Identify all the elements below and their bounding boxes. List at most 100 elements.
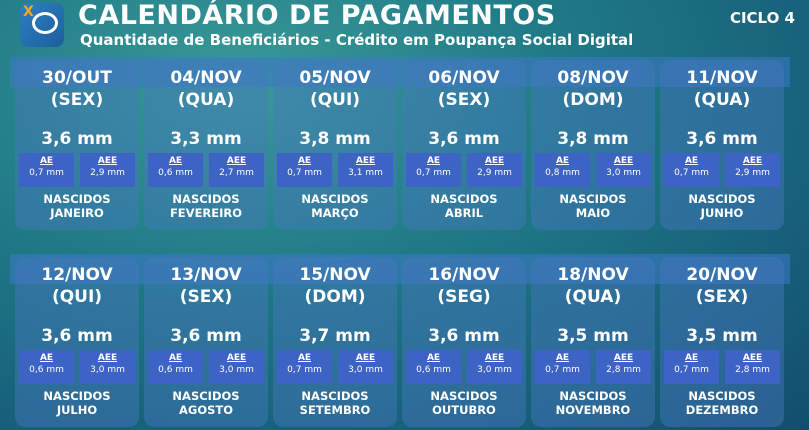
row-band [10, 57, 790, 87]
aee-label: AEE [97, 353, 118, 363]
payment-date: 16/NOV [428, 265, 500, 285]
aee-label: AEE [226, 353, 247, 363]
aee-value: 3,1 mm [348, 168, 383, 178]
payment-date: 12/NOV [41, 265, 113, 285]
aee-box: AEE 3,0 mm [209, 350, 264, 384]
birth-month: SETEMBRO [299, 403, 371, 417]
aee-box: AEE 3,0 mm [467, 350, 522, 384]
aee-label: AEE [613, 353, 634, 363]
aee-box: AEE 2,7 mm [209, 153, 264, 187]
weekday: (SEX) [50, 90, 104, 110]
ae-value: 0,6 mm [158, 168, 193, 178]
row-band [10, 254, 790, 284]
born-label: NASCIDOS [559, 192, 627, 206]
aee-box: AEE 2,8 mm [596, 350, 651, 384]
aee-value: 3,0 mm [606, 168, 641, 178]
payment-card: 08/NOV (DOM) 3,8 mm AE 0,8 mm AEE 3,0 mm N… [531, 60, 655, 230]
birth-month: AGOSTO [178, 403, 234, 417]
ae-label: AE [297, 156, 312, 166]
weekday: (SEG) [437, 287, 491, 307]
ae-box: AE 0,6 mm [148, 350, 203, 384]
ae-label: AE [168, 156, 183, 166]
logo-x-mark: X [23, 4, 34, 20]
aee-value: 3,0 mm [90, 365, 125, 375]
page-subtitle: Quantidade de Beneficiários - Crédito em… [80, 31, 634, 49]
weekday: (QUA) [177, 90, 235, 110]
aee-box: AEE 3,0 mm [596, 153, 651, 187]
total-beneficiaries: 3,5 mm [557, 326, 629, 346]
birth-month: JULHO [56, 403, 98, 417]
ae-label: AE [684, 353, 699, 363]
payment-card: 11/NOV (QUA) 3,6 mm AE 0,7 mm AEE 2,9 mm N… [660, 60, 784, 230]
aee-box: AEE 3,0 mm [80, 350, 135, 384]
payment-card: 16/NOV (SEG) 3,6 mm AE 0,6 mm AEE 3,0 mm N… [402, 257, 526, 427]
born-label: NASCIDOS [43, 192, 111, 206]
born-label: NASCIDOS [301, 389, 369, 403]
weekday: (QUA) [693, 90, 751, 110]
birth-month: JANEIRO [50, 206, 104, 220]
weekday: (DOM) [304, 287, 366, 307]
ae-label: AE [426, 353, 441, 363]
ae-value: 0,7 mm [545, 365, 580, 375]
aee-label: AEE [355, 156, 376, 166]
total-beneficiaries: 3,6 mm [41, 326, 113, 346]
born-label: NASCIDOS [688, 389, 756, 403]
aee-value: 3,0 mm [477, 365, 512, 375]
payment-date: 20/NOV [686, 265, 758, 285]
ae-label: AE [168, 353, 183, 363]
total-beneficiaries: 3,6 mm [428, 129, 500, 149]
page-title: CALENDÁRIO DE PAGAMENTOS [78, 0, 556, 31]
aee-value: 2,9 mm [477, 168, 512, 178]
aee-box: AEE 2,9 mm [80, 153, 135, 187]
aee-box: AEE 2,9 mm [725, 153, 780, 187]
ae-box: AE 0,7 mm [406, 153, 461, 187]
payment-card: 15/NOV (DOM) 3,7 mm AE 0,7 mm AEE 3,0 mm N… [273, 257, 397, 427]
ae-box: AE 0,7 mm [535, 350, 590, 384]
born-label: NASCIDOS [688, 192, 756, 206]
weekday: (DOM) [562, 90, 624, 110]
aee-value: 2,7 mm [219, 168, 254, 178]
chat-smile-icon [32, 12, 58, 34]
total-beneficiaries: 3,6 mm [428, 326, 500, 346]
ae-value: 0,8 mm [545, 168, 580, 178]
aee-box: AEE 2,9 mm [467, 153, 522, 187]
weekday: (SEX) [179, 287, 233, 307]
ae-value: 0,7 mm [674, 168, 709, 178]
ae-box: AE 0,8 mm [535, 153, 590, 187]
ae-label: AE [297, 353, 312, 363]
born-label: NASCIDOS [43, 389, 111, 403]
ae-value: 0,7 mm [29, 168, 64, 178]
payment-date: 11/NOV [686, 68, 758, 88]
aee-label: AEE [355, 353, 376, 363]
total-beneficiaries: 3,6 mm [41, 129, 113, 149]
app-logo: X [20, 3, 64, 47]
aee-value: 2,8 mm [606, 365, 641, 375]
payment-date: 06/NOV [428, 68, 500, 88]
birth-month: OUTUBRO [432, 403, 496, 417]
birth-month: FEVEREIRO [169, 206, 243, 220]
born-label: NASCIDOS [172, 389, 240, 403]
total-beneficiaries: 3,5 mm [686, 326, 758, 346]
aee-box: AEE 3,0 mm [338, 350, 393, 384]
ae-box: AE 0,7 mm [664, 350, 719, 384]
payment-card: 05/NOV (QUI) 3,8 mm AE 0,7 mm AEE 3,1 mm N… [273, 60, 397, 230]
weekday: (QUI) [309, 90, 361, 110]
payment-date: 18/NOV [557, 265, 629, 285]
born-label: NASCIDOS [172, 192, 240, 206]
birth-month: NOVEMBRO [555, 403, 631, 417]
ae-label: AE [555, 156, 570, 166]
payment-date: 08/NOV [557, 68, 629, 88]
aee-box: AEE 3,1 mm [338, 153, 393, 187]
aee-label: AEE [97, 156, 118, 166]
birth-month: ABRIL [444, 206, 484, 220]
aee-label: AEE [742, 353, 763, 363]
ae-value: 0,7 mm [674, 365, 709, 375]
payment-date: 05/NOV [299, 68, 371, 88]
ae-label: AE [39, 156, 54, 166]
born-label: NASCIDOS [559, 389, 627, 403]
ae-box: AE 0,6 mm [19, 350, 74, 384]
weekday: (SEX) [695, 287, 749, 307]
weekday: (SEX) [437, 90, 491, 110]
payment-card: 30/OUT (SEX) 3,6 mm AE 0,7 mm AEE 2,9 mm N… [15, 60, 139, 230]
aee-value: 2,8 mm [735, 365, 770, 375]
